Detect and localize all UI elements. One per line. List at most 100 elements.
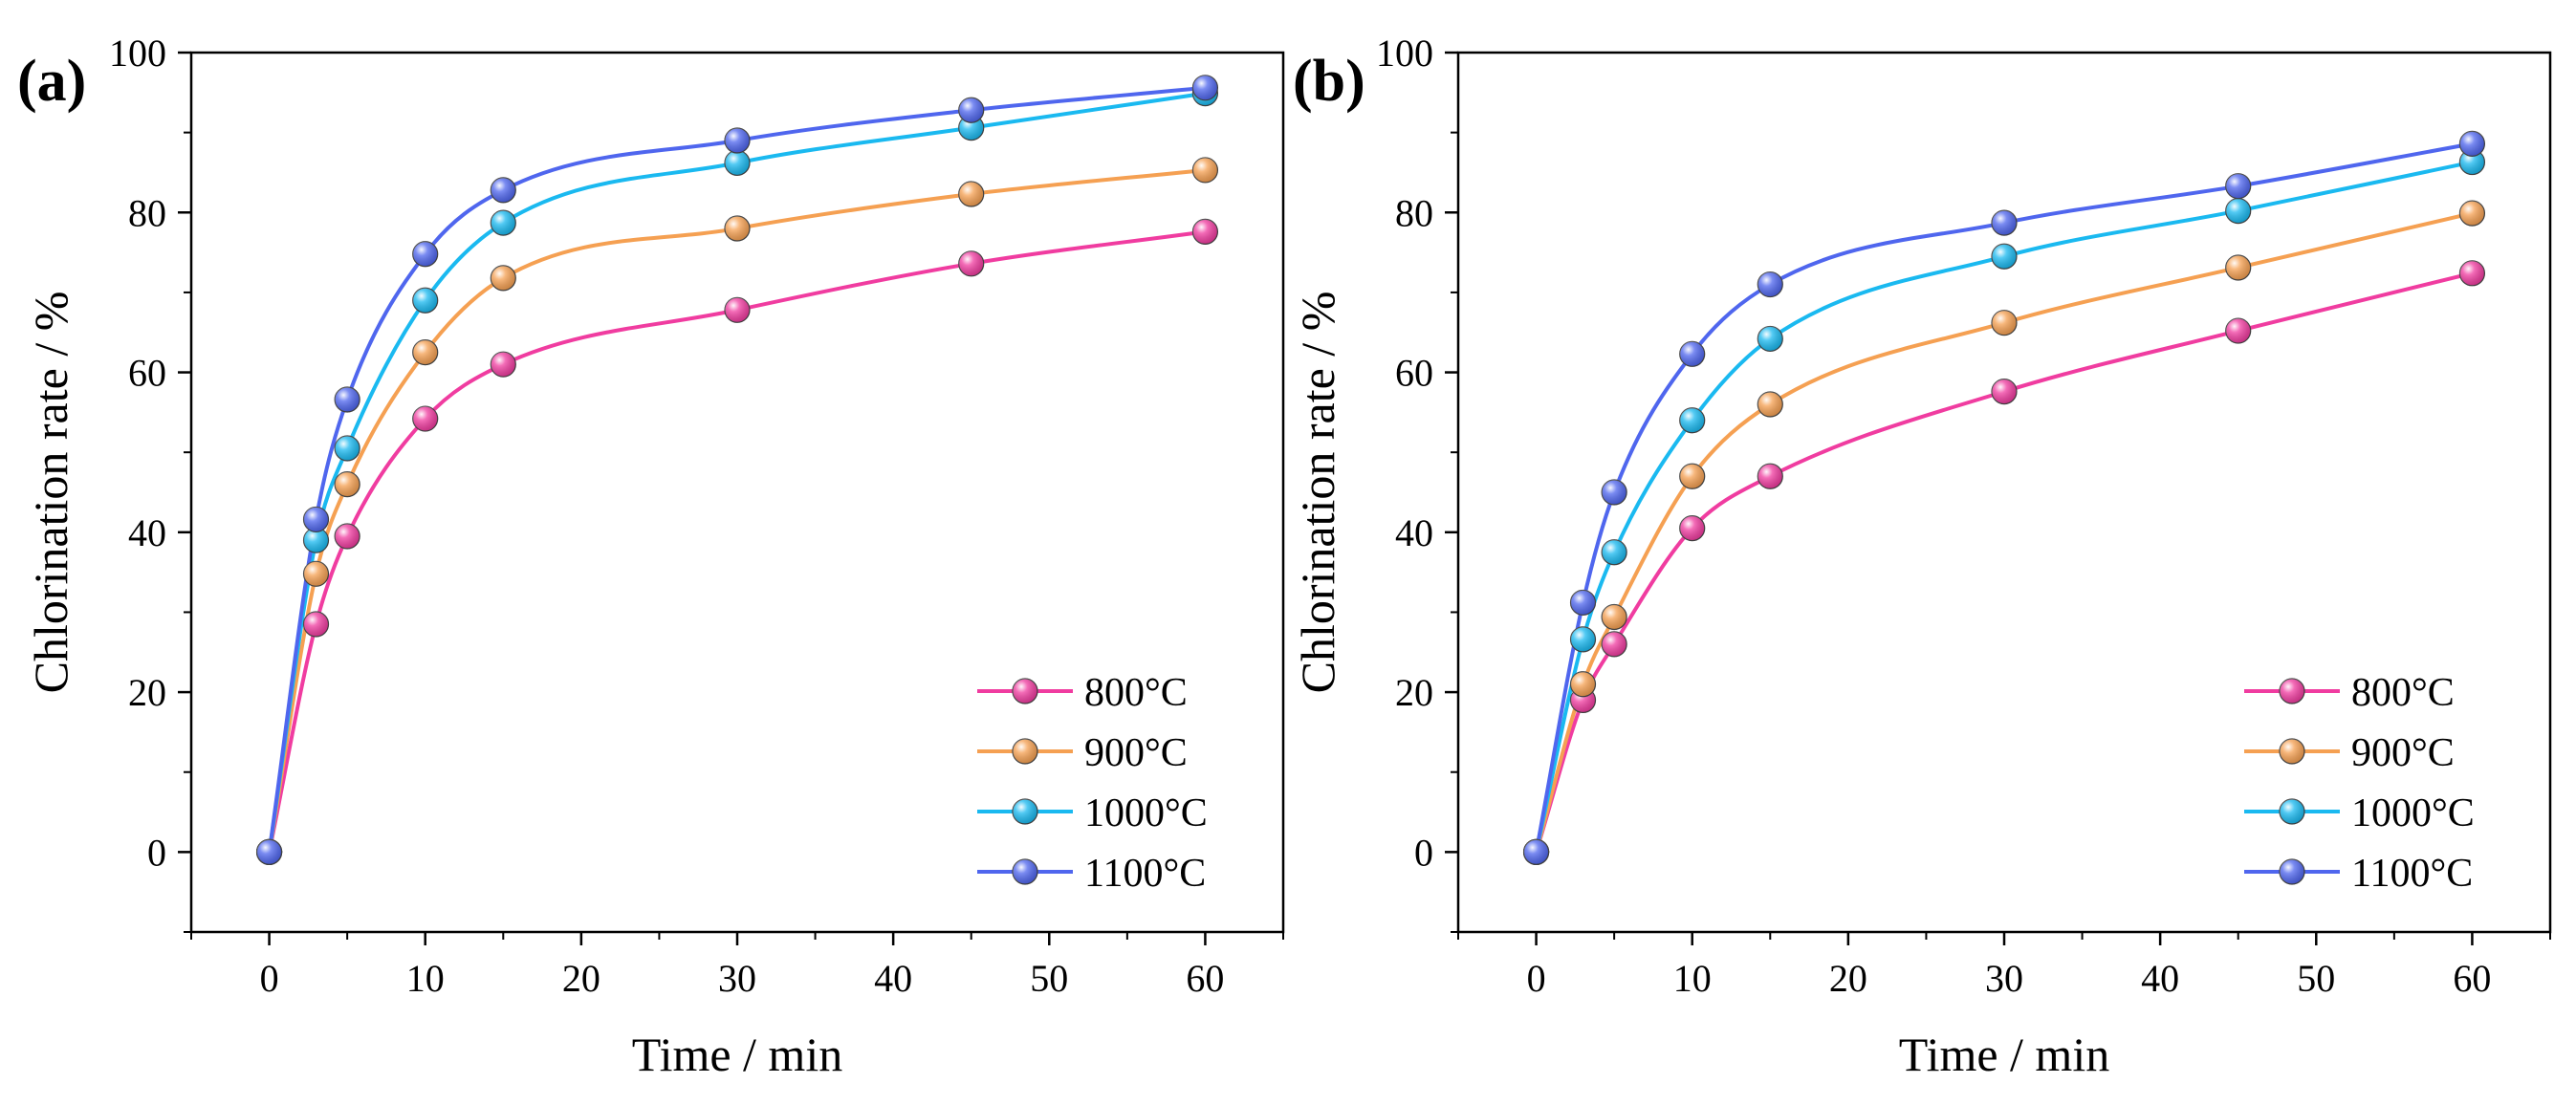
legend-label: 1000°C [2351, 791, 2475, 835]
data-point-800c-shine [725, 297, 750, 323]
legend-marker-shine [1013, 799, 1037, 824]
y-tick-label: 0 [1414, 831, 1433, 874]
data-point-900c-shine [412, 339, 438, 365]
legend-marker-shine [2280, 859, 2304, 884]
data-point-1100c [334, 386, 360, 413]
legend-label: 800°C [2351, 671, 2455, 715]
data-point-900c [1679, 463, 1706, 489]
data-point-1100c-shine [1679, 341, 1705, 367]
legend-label: 1100°C [1084, 852, 1206, 896]
data-point-1100c-shine [335, 386, 360, 412]
data-point-1000c [1679, 407, 1706, 434]
data-point-1000c-shine [2225, 198, 2251, 224]
data-point-800c-shine [1602, 631, 1627, 657]
data-point-800c [302, 611, 330, 638]
y-axis-title: Chlorination rate / % [24, 292, 77, 694]
data-point-1000c-shine [725, 150, 750, 176]
data-point-900c [1191, 157, 1219, 184]
data-point-1100c-shine [2225, 173, 2251, 199]
legend-marker [2279, 738, 2305, 765]
x-axis-title: Time / min [1899, 1028, 2109, 1081]
y-tick-label: 20 [128, 671, 166, 714]
x-tick-label: 10 [406, 957, 445, 1000]
y-tick-label: 40 [128, 511, 166, 554]
data-point-1100c-shine [725, 128, 750, 153]
data-point-1100c [2458, 130, 2486, 157]
data-point-800c-shine [2225, 318, 2251, 344]
data-point-1100c [2225, 173, 2252, 200]
data-point-1100c [724, 127, 751, 154]
data-point-1100c [302, 506, 330, 533]
x-tick-label: 50 [1030, 957, 1068, 1000]
data-point-1100c-shine [491, 177, 516, 203]
data-point-900c-shine [1602, 604, 1627, 630]
data-point-900c-shine [725, 216, 750, 241]
data-point-800c [2458, 260, 2486, 287]
data-point-1100c [255, 838, 283, 865]
data-point-900c [1991, 310, 2018, 336]
data-point-1100c-shine [256, 839, 282, 865]
data-point-900c [1757, 391, 1783, 418]
x-tick-label: 10 [1673, 957, 1712, 1000]
panel-a: 0 10 20 30 40 50 60 0 20 40 60 80 100 Time / min Chlor… [17, 32, 1285, 1081]
data-point-1100c-shine [2459, 131, 2485, 157]
data-point-800c [334, 523, 360, 550]
data-point-900c [2225, 254, 2252, 281]
data-point-900c [302, 560, 330, 587]
data-point-900c-shine [335, 471, 360, 497]
legend-label: 900°C [1084, 731, 1188, 775]
data-point-1100c-shine [1757, 271, 1783, 297]
data-point-1000c [334, 435, 360, 462]
data-point-800c-shine [412, 406, 438, 432]
legend-label: 800°C [1084, 671, 1188, 715]
data-point-1000c [1757, 325, 1783, 353]
panel-b: 0 10 20 30 40 50 60 0 20 40 60 80 100 Time / min Chlor… [1291, 32, 2552, 1081]
data-point-900c [412, 339, 439, 366]
data-point-1100c-shine [412, 241, 438, 267]
data-point-1000c [490, 209, 516, 236]
data-point-800c-shine [1992, 379, 2017, 404]
data-point-1000c-shine [2459, 149, 2485, 175]
data-point-1100c-shine [1602, 480, 1627, 505]
x-tick-label: 30 [718, 957, 756, 1000]
legend-marker-shine [1013, 679, 1037, 704]
data-point-1100c [1522, 838, 1550, 865]
data-point-1000c [1991, 243, 2018, 270]
data-point-800c [1601, 631, 1627, 658]
data-point-800c-shine [1679, 515, 1705, 541]
data-point-900c-shine [1570, 671, 1596, 697]
data-point-1100c [1991, 209, 2018, 236]
legend-item: 1000°C [2244, 791, 2475, 835]
data-point-1100c [958, 97, 985, 123]
data-point-1100c [1569, 589, 1597, 617]
y-tick-label: 40 [1395, 511, 1433, 554]
x-tick-label: 40 [874, 957, 912, 1000]
legend-label: 900°C [2351, 731, 2455, 775]
data-point-1000c [1601, 539, 1627, 566]
data-point-800c [2225, 317, 2252, 344]
data-point-1100c-shine [1192, 75, 1218, 100]
data-point-800c-shine [335, 524, 360, 549]
legend-marker [1012, 678, 1038, 704]
data-point-900c [724, 215, 751, 242]
data-point-900c-shine [1679, 464, 1705, 489]
data-point-800c [490, 351, 516, 378]
legend-marker-shine [1013, 739, 1037, 764]
legend-marker [2279, 678, 2305, 704]
x-tick-label: 50 [2297, 957, 2335, 1000]
data-point-1100c [412, 241, 439, 268]
legend-marker [1012, 858, 1038, 885]
legend: 800°C 900°C 1000°C 1100°C [2244, 671, 2475, 896]
y-tick-label: 20 [1395, 671, 1433, 714]
data-point-1100c-shine [303, 507, 329, 532]
data-point-1000c [1569, 626, 1597, 653]
x-tick-label: 60 [1186, 957, 1224, 1000]
legend-item: 900°C [2244, 731, 2455, 775]
data-point-900c-shine [2225, 254, 2251, 280]
data-point-900c [490, 265, 516, 292]
x-tick-label: 20 [562, 957, 600, 1000]
data-point-1000c-shine [303, 528, 329, 553]
legend-marker-shine [1013, 859, 1037, 884]
data-point-900c-shine [1992, 310, 2017, 336]
